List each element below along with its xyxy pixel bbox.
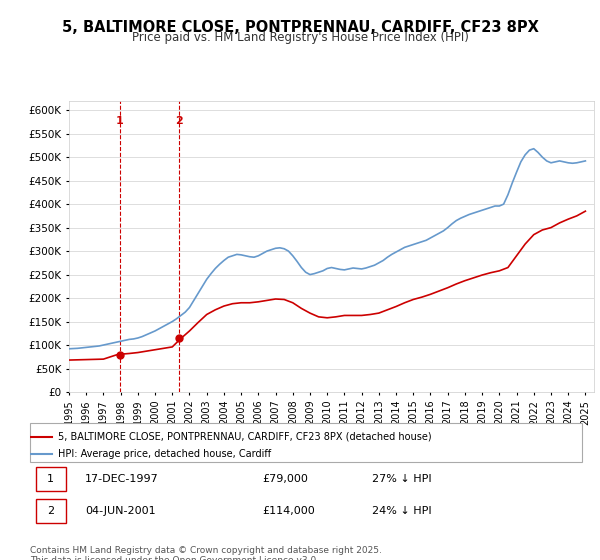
FancyBboxPatch shape [35,499,66,523]
Text: 5, BALTIMORE CLOSE, PONTPRENNAU, CARDIFF, CF23 8PX (detached house): 5, BALTIMORE CLOSE, PONTPRENNAU, CARDIFF… [58,432,431,441]
Text: 2: 2 [47,506,54,516]
Text: Price paid vs. HM Land Registry's House Price Index (HPI): Price paid vs. HM Land Registry's House … [131,31,469,44]
Text: Contains HM Land Registry data © Crown copyright and database right 2025.
This d: Contains HM Land Registry data © Crown c… [30,546,382,560]
Text: 2: 2 [176,116,184,126]
Text: 24% ↓ HPI: 24% ↓ HPI [372,506,432,516]
Text: 27% ↓ HPI: 27% ↓ HPI [372,474,432,484]
Text: 17-DEC-1997: 17-DEC-1997 [85,474,159,484]
Text: 1: 1 [47,474,54,484]
FancyBboxPatch shape [30,423,582,462]
Text: £114,000: £114,000 [262,506,314,516]
Text: HPI: Average price, detached house, Cardiff: HPI: Average price, detached house, Card… [58,449,271,459]
Text: 1: 1 [116,116,124,126]
Text: 5, BALTIMORE CLOSE, PONTPRENNAU, CARDIFF, CF23 8PX: 5, BALTIMORE CLOSE, PONTPRENNAU, CARDIFF… [62,20,538,35]
Text: £79,000: £79,000 [262,474,308,484]
FancyBboxPatch shape [35,466,66,491]
Text: 04-JUN-2001: 04-JUN-2001 [85,506,156,516]
